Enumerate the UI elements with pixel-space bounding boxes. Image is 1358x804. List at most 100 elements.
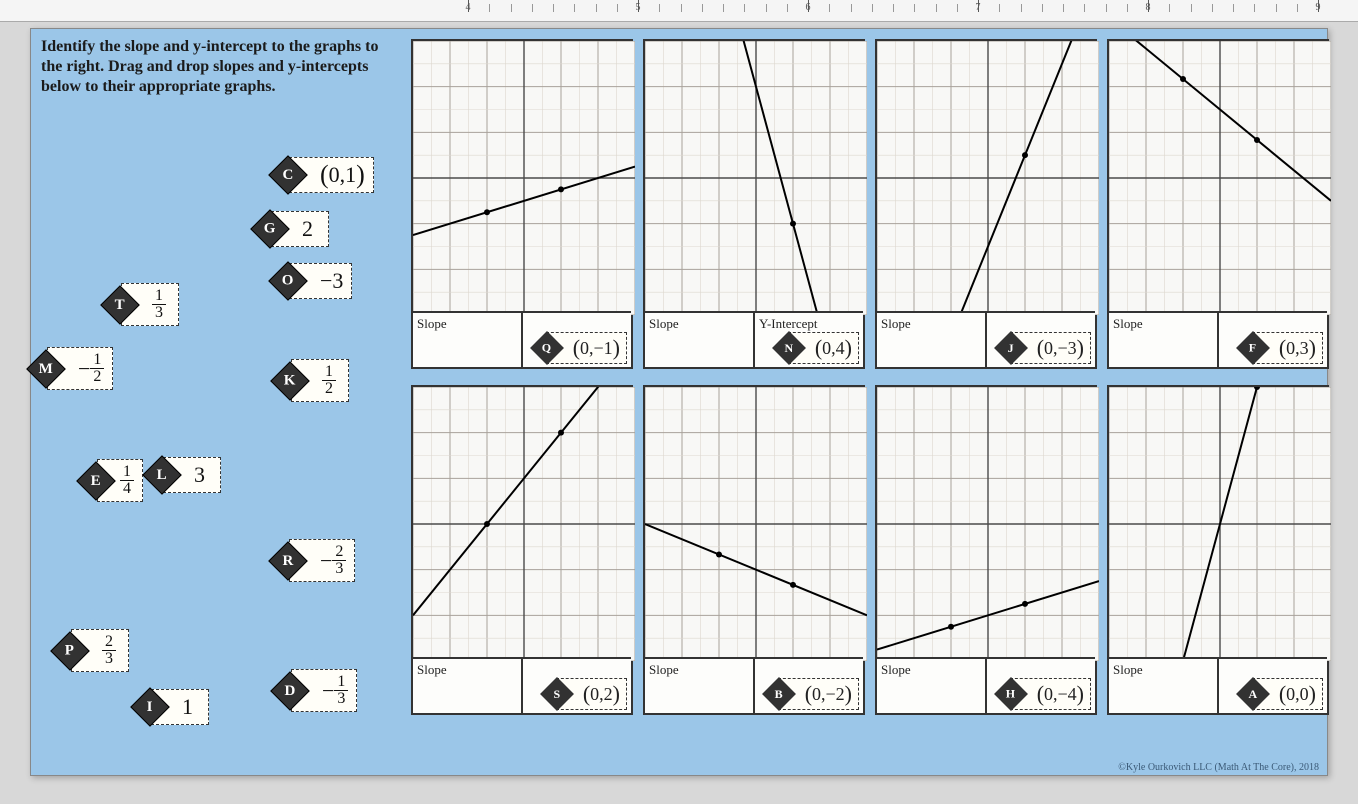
yintercept-slot[interactable]: J (0,−3) (985, 313, 1095, 367)
placed-chip-J[interactable]: J(0,−3) (1010, 332, 1091, 364)
graph-panel-1: Slope Q(0,−1) (411, 39, 633, 369)
top-ruler: 456789 (0, 0, 1358, 22)
answer-chip-M[interactable]: M −12 (47, 347, 113, 390)
chip-value: −3 (320, 268, 343, 294)
chip-value: −12 (78, 352, 104, 385)
chip-letter-icon: G (250, 209, 290, 249)
chip-value: −13 (322, 674, 348, 707)
slope-slot[interactable]: Slope (645, 313, 753, 367)
chip-letter-icon: I (130, 687, 170, 727)
slot-label: Slope (417, 316, 517, 332)
chip-value: 12 (322, 364, 336, 397)
slope-slot[interactable]: Slope (877, 313, 985, 367)
chip-value: (0,0) (1279, 684, 1316, 705)
answer-chip-K[interactable]: K 12 (291, 359, 349, 402)
graph-panel-2: SlopeY-InterceptN(0,4) (643, 39, 865, 369)
drop-row: Slope Q(0,−1) (413, 311, 631, 367)
placed-chip-A[interactable]: A(0,0) (1252, 678, 1323, 710)
chip-letter-icon: J (994, 331, 1028, 365)
answer-chip-T[interactable]: T 13 (121, 283, 179, 326)
chip-value: −23 (320, 544, 346, 577)
drop-row: Slope B (0,−2) (645, 657, 863, 713)
chip-letter-icon: P (50, 631, 90, 671)
chip-letter-icon: R (268, 541, 308, 581)
drop-row: Slope J (0,−3) (877, 311, 1095, 367)
slot-label: Slope (881, 662, 981, 678)
slot-label: Slope (649, 662, 749, 678)
chip-letter-icon: S (540, 677, 574, 711)
worksheet-page: Identify the slope and y-intercept to th… (30, 28, 1328, 776)
slope-slot[interactable]: Slope (413, 659, 521, 713)
yintercept-slot[interactable]: S (0,2) (521, 659, 631, 713)
slope-slot[interactable]: Slope (1109, 313, 1217, 367)
answer-chip-C[interactable]: C (0,1) (289, 157, 374, 193)
slope-slot[interactable]: Slope (877, 659, 985, 713)
slot-label: Slope (1113, 316, 1213, 332)
graph-panel-5: Slope S (0,2) (411, 385, 633, 715)
chip-letter-icon: H (994, 677, 1028, 711)
chip-letter-icon: N (772, 331, 806, 365)
graph-panel-7: Slope H (0,−4) (875, 385, 1097, 715)
graph-panels-grid: SlopeQ(0,−1) SlopeY-InterceptN(0,4) Slop… (411, 39, 1329, 715)
answer-chip-G[interactable]: G 2 (271, 211, 329, 247)
yintercept-slot[interactable]: A (0,0) (1217, 659, 1327, 713)
chip-letter-icon: Q (530, 331, 564, 365)
chip-letter-icon: K (270, 361, 310, 401)
slot-label: Slope (417, 662, 517, 678)
graph-svg (413, 41, 635, 315)
placed-chip-S[interactable]: S(0,2) (556, 678, 627, 710)
answer-chip-P[interactable]: P 23 (71, 629, 129, 672)
placed-chip-B[interactable]: B(0,−2) (778, 678, 859, 710)
drop-row: Slope A (0,0) (1109, 657, 1327, 713)
chip-letter-icon: C (268, 155, 308, 195)
credit-text: ©Kyle Ourkovich LLC (Math At The Core), … (1118, 762, 1319, 773)
placed-chip-H[interactable]: H(0,−4) (1010, 678, 1091, 710)
chip-value: 23 (102, 634, 116, 667)
drop-row: SlopeY-InterceptN(0,4) (645, 311, 863, 367)
chip-value: (0,1) (320, 162, 365, 188)
slope-slot[interactable]: Slope (1109, 659, 1217, 713)
chip-letter-icon: B (762, 677, 796, 711)
chip-letter-icon: T (100, 285, 140, 325)
graph-svg (877, 41, 1099, 315)
answer-chip-O[interactable]: O −3 (289, 263, 352, 299)
answer-chip-I[interactable]: I 1 (151, 689, 209, 725)
chip-value: 3 (194, 462, 205, 488)
yintercept-slot[interactable]: Q(0,−1) (521, 313, 631, 367)
yintercept-slot[interactable]: Y-InterceptN(0,4) (753, 313, 863, 367)
placed-chip-Q[interactable]: Q(0,−1) (546, 332, 627, 364)
chip-letter-icon: A (1236, 677, 1270, 711)
answer-chip-E[interactable]: E 14 (97, 459, 143, 502)
yintercept-slot[interactable]: F(0,3) (1217, 313, 1327, 367)
chip-value: (0,−3) (1037, 338, 1084, 359)
drop-row: Slope H (0,−4) (877, 657, 1095, 713)
answer-chip-L[interactable]: L 3 (163, 457, 221, 493)
yintercept-slot[interactable]: H (0,−4) (985, 659, 1095, 713)
chip-value: 14 (120, 464, 134, 497)
slot-label: Slope (881, 316, 981, 332)
placed-chip-F[interactable]: F(0,3) (1252, 332, 1323, 364)
graph-panel-4: Slope F(0,3) (1107, 39, 1329, 369)
chip-letter-icon: D (270, 671, 310, 711)
answer-chip-R[interactable]: R −23 (289, 539, 355, 582)
graph-panel-3: Slope J (0,−3) (875, 39, 1097, 369)
chip-value: (0,2) (583, 684, 620, 705)
slope-slot[interactable]: Slope (413, 313, 521, 367)
yintercept-slot[interactable]: B (0,−2) (753, 659, 863, 713)
chip-value: (0,−2) (805, 684, 852, 705)
slope-slot[interactable]: Slope (645, 659, 753, 713)
chip-value: 13 (152, 288, 166, 321)
answer-chip-D[interactable]: D −13 (291, 669, 357, 712)
chip-value: 1 (182, 694, 193, 720)
graph-svg (877, 387, 1099, 661)
chip-value: (0,−4) (1037, 684, 1084, 705)
graph-panel-6: Slope B (0,−2) (643, 385, 865, 715)
placed-chip-N[interactable]: N(0,4) (788, 332, 859, 364)
slot-label: Slope (1113, 662, 1213, 678)
chip-letter-icon: F (1236, 331, 1270, 365)
chip-letter-icon: O (268, 261, 308, 301)
slot-label: Slope (649, 316, 749, 332)
graph-svg (645, 41, 867, 315)
graph-svg (1109, 41, 1331, 315)
drop-row: Slope F(0,3) (1109, 311, 1327, 367)
